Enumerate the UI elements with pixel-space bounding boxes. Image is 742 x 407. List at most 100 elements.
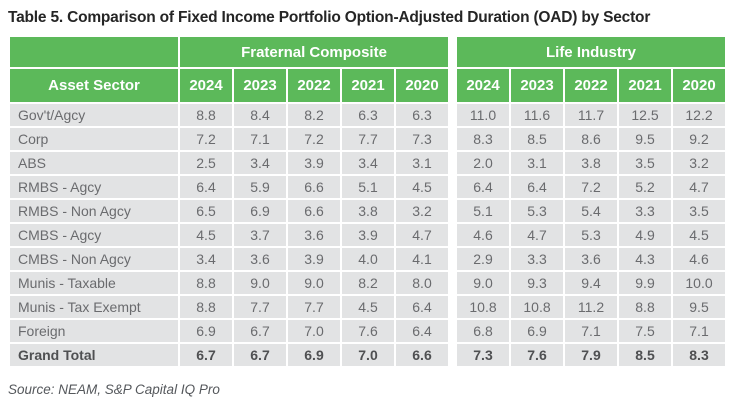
value-cell-fraternal: 8.8 xyxy=(180,104,232,126)
value-cell-fraternal: 9.0 xyxy=(234,272,286,294)
value-cell-fraternal: 3.4 xyxy=(234,152,286,174)
year-header-gap xyxy=(450,69,455,102)
value-cell-life: 8.8 xyxy=(619,296,671,318)
row-gap xyxy=(450,128,455,150)
value-cell-fraternal: 4.5 xyxy=(180,224,232,246)
value-cell-fraternal: 6.6 xyxy=(396,344,448,366)
year-header-life-2022: 2022 xyxy=(565,69,617,102)
table-row: Munis - Tax Exempt 8.8 7.7 7.7 4.5 6.4 10.8 10.… xyxy=(10,296,725,318)
year-header-fraternal-2020: 2020 xyxy=(396,69,448,102)
year-header-fraternal-2024: 2024 xyxy=(180,69,232,102)
value-cell-fraternal: 4.5 xyxy=(342,296,394,318)
source-note: Source: NEAM, S&P Capital IQ Pro xyxy=(8,382,220,397)
value-cell-fraternal: 6.4 xyxy=(396,320,448,342)
corner-cell xyxy=(10,37,178,67)
value-cell-life: 8.3 xyxy=(673,344,725,366)
value-cell-life: 3.8 xyxy=(565,152,617,174)
table-row: Corp 7.2 7.1 7.2 7.7 7.3 8.3 8.5 8.6 9.5 9.2 xyxy=(10,128,725,150)
table-row: Gov't/Agcy 8.8 8.4 8.2 6.3 6.3 11.0 11.6 11.7 12.… xyxy=(10,104,725,126)
asset-sector-header: Asset Sector xyxy=(10,69,178,102)
year-header-life-2023: 2023 xyxy=(511,69,563,102)
row-gap xyxy=(450,320,455,342)
value-cell-life: 8.5 xyxy=(511,128,563,150)
value-cell-fraternal: 2.5 xyxy=(180,152,232,174)
row-gap xyxy=(450,104,455,126)
table-row: Foreign 6.9 6.7 7.0 7.6 6.4 6.8 6.9 7.1 7.5 7.1 xyxy=(10,320,725,342)
value-cell-life: 4.3 xyxy=(619,248,671,270)
value-cell-life: 3.2 xyxy=(673,152,725,174)
value-cell-fraternal: 6.4 xyxy=(180,176,232,198)
value-cell-life: 7.6 xyxy=(511,344,563,366)
row-gap xyxy=(450,224,455,246)
year-header-life-2020: 2020 xyxy=(673,69,725,102)
value-cell-fraternal: 6.5 xyxy=(180,200,232,222)
value-cell-life: 3.5 xyxy=(673,200,725,222)
value-cell-fraternal: 6.9 xyxy=(180,320,232,342)
value-cell-life: 4.9 xyxy=(619,224,671,246)
value-cell-fraternal: 4.0 xyxy=(342,248,394,270)
table-row: RMBS - Non Agcy 6.5 6.9 6.6 3.8 3.2 5.1 5.3 5.4 3… xyxy=(10,200,725,222)
value-cell-life: 3.1 xyxy=(511,152,563,174)
value-cell-fraternal: 6.9 xyxy=(288,344,340,366)
value-cell-fraternal: 6.6 xyxy=(288,200,340,222)
value-cell-life: 3.3 xyxy=(511,248,563,270)
value-cell-fraternal: 3.9 xyxy=(288,248,340,270)
group-header-life-industry: Life Industry xyxy=(457,37,725,67)
value-cell-life: 11.0 xyxy=(457,104,509,126)
value-cell-life: 7.1 xyxy=(565,320,617,342)
value-cell-life: 8.5 xyxy=(619,344,671,366)
value-cell-fraternal: 3.9 xyxy=(342,224,394,246)
value-cell-life: 3.3 xyxy=(619,200,671,222)
value-cell-fraternal: 3.8 xyxy=(342,200,394,222)
grand-total-row: Grand Total 6.7 6.7 6.9 7.0 6.6 7.3 7.6 7.9 8.5 8.… xyxy=(10,344,725,366)
row-gap xyxy=(450,176,455,198)
value-cell-fraternal: 9.0 xyxy=(288,272,340,294)
value-cell-life: 5.1 xyxy=(457,200,509,222)
value-cell-fraternal: 6.4 xyxy=(396,296,448,318)
value-cell-life: 7.9 xyxy=(565,344,617,366)
table-row: CMBS - Non Agcy 3.4 3.6 3.9 4.0 4.1 2.9 3.3 3.6 4… xyxy=(10,248,725,270)
sector-cell: Gov't/Agcy xyxy=(10,104,178,126)
value-cell-life: 4.7 xyxy=(511,224,563,246)
value-cell-fraternal: 7.2 xyxy=(288,128,340,150)
value-cell-fraternal: 5.1 xyxy=(342,176,394,198)
value-cell-fraternal: 6.9 xyxy=(234,200,286,222)
value-cell-fraternal: 6.3 xyxy=(396,104,448,126)
value-cell-fraternal: 3.4 xyxy=(342,152,394,174)
value-cell-fraternal: 3.4 xyxy=(180,248,232,270)
table-row: RMBS - Agcy 6.4 5.9 6.6 5.1 4.5 6.4 6.4 7.2 5.2 4.… xyxy=(10,176,725,198)
value-cell-fraternal: 3.6 xyxy=(234,248,286,270)
value-cell-fraternal: 8.2 xyxy=(342,272,394,294)
year-header-life-2021: 2021 xyxy=(619,69,671,102)
row-gap xyxy=(450,152,455,174)
value-cell-life: 3.6 xyxy=(565,248,617,270)
value-cell-life: 2.9 xyxy=(457,248,509,270)
value-cell-life: 9.0 xyxy=(457,272,509,294)
value-cell-life: 10.0 xyxy=(673,272,725,294)
value-cell-life: 12.2 xyxy=(673,104,725,126)
value-cell-life: 4.6 xyxy=(457,224,509,246)
table-title: Table 5. Comparison of Fixed Income Port… xyxy=(8,9,651,26)
value-cell-fraternal: 7.1 xyxy=(234,128,286,150)
sector-cell: Munis - Tax Exempt xyxy=(10,296,178,318)
value-cell-life: 9.9 xyxy=(619,272,671,294)
sector-cell: Grand Total xyxy=(10,344,178,366)
value-cell-fraternal: 7.0 xyxy=(288,320,340,342)
sector-cell: CMBS - Agcy xyxy=(10,224,178,246)
value-cell-life: 9.5 xyxy=(673,296,725,318)
value-cell-life: 4.7 xyxy=(673,176,725,198)
value-cell-fraternal: 4.5 xyxy=(396,176,448,198)
value-cell-fraternal: 3.7 xyxy=(234,224,286,246)
row-gap xyxy=(450,344,455,366)
value-cell-life: 8.3 xyxy=(457,128,509,150)
year-header-life-2024: 2024 xyxy=(457,69,509,102)
value-cell-life: 11.6 xyxy=(511,104,563,126)
value-cell-life: 9.4 xyxy=(565,272,617,294)
value-cell-fraternal: 3.1 xyxy=(396,152,448,174)
table-row: Munis - Taxable 8.8 9.0 9.0 8.2 8.0 9.0 9.3 9.4 9… xyxy=(10,272,725,294)
value-cell-life: 9.2 xyxy=(673,128,725,150)
oad-table: Fraternal Composite Life Industry Asset … xyxy=(8,35,727,368)
value-cell-fraternal: 8.8 xyxy=(180,296,232,318)
value-cell-life: 7.2 xyxy=(565,176,617,198)
value-cell-life: 4.5 xyxy=(673,224,725,246)
